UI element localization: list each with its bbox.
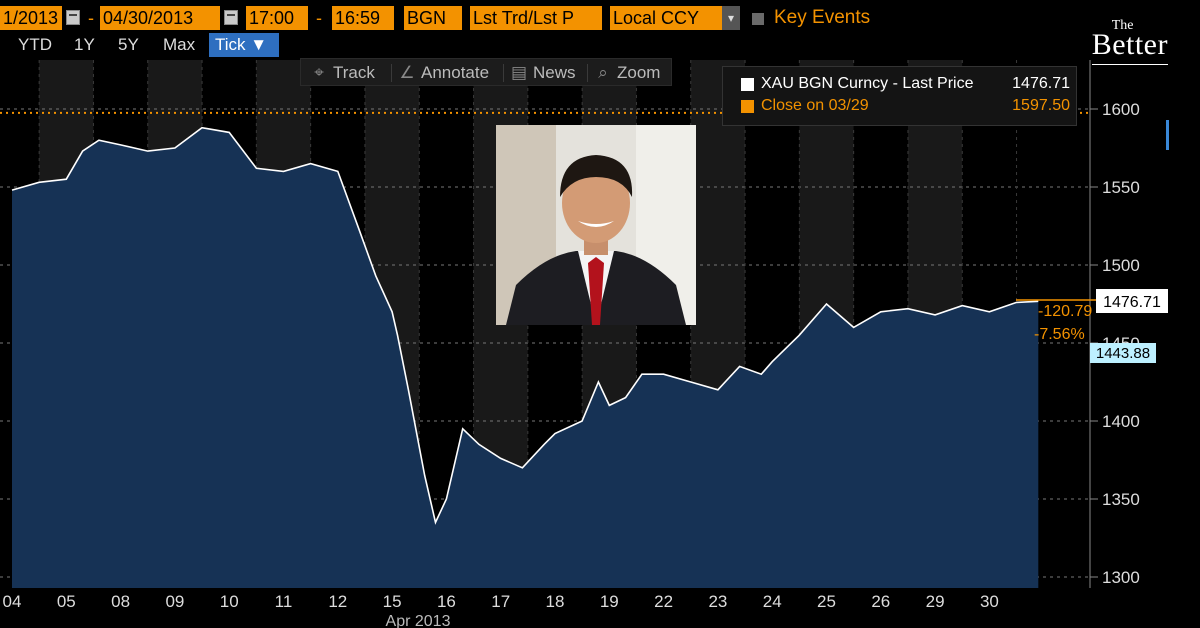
key-events-checkbox[interactable] [752, 13, 764, 25]
x-tick-label: 26 [871, 592, 890, 611]
brand-word: Better [1091, 28, 1168, 61]
start-time-field[interactable]: 17:00 [246, 6, 308, 30]
x-tick-label: 25 [817, 592, 836, 611]
range-tick-button[interactable]: Tick ▼ [209, 33, 279, 57]
last-price-tag: 1476.71 [1103, 294, 1161, 311]
x-tick-label: 16 [437, 592, 456, 611]
x-tick-label: 18 [546, 592, 565, 611]
track-label: Track [333, 63, 375, 82]
legend-swatch-series [741, 78, 754, 91]
x-tick-label: 11 [275, 592, 293, 611]
annotate-label: Annotate [421, 63, 490, 82]
price-area [12, 127, 1039, 588]
news-button[interactable]: ▤ News [511, 59, 576, 87]
calendar-icon[interactable] [224, 10, 238, 25]
y-tick-label: 1400 [1102, 412, 1140, 431]
annotate-button[interactable]: ∠ Annotate [399, 59, 489, 87]
currency-select[interactable]: Local CCY [610, 6, 722, 30]
calendar-icon[interactable] [66, 10, 80, 25]
key-events-label: Key Events [774, 7, 871, 28]
y-tick-label: 1500 [1102, 256, 1140, 275]
price-line [11, 126, 1039, 525]
legend-close-value: 1597.50 [1012, 97, 1070, 114]
y-tick-label: 1550 [1102, 178, 1140, 197]
y-tick-label: 1350 [1102, 490, 1140, 509]
source-field[interactable]: BGN [404, 6, 462, 30]
chevron-down-icon[interactable]: ▾ [722, 6, 740, 30]
low-price-tag-bg [1090, 343, 1156, 363]
last-price-tag-bg [1096, 289, 1168, 313]
x-tick-label: 24 [763, 592, 782, 611]
y-tick-label: 1600 [1102, 100, 1140, 119]
range-ytd-button[interactable]: YTD [18, 35, 52, 54]
x-tick-label: 29 [926, 592, 945, 611]
x-tick-label: 17 [491, 592, 510, 611]
x-tick-label: 15 [383, 592, 402, 611]
y-tick-label: 1300 [1102, 568, 1140, 587]
legend-series-value: 1476.71 [1012, 75, 1070, 92]
track-icon: ⌖ [314, 63, 324, 82]
legend-close-label: Close on 03/29 [761, 97, 869, 114]
annotate-icon: ∠ [399, 63, 415, 82]
x-tick-label: 05 [57, 592, 76, 611]
zoom-label: Zoom [617, 63, 661, 82]
x-tick-label: 08 [111, 592, 130, 611]
portrait-photo [496, 125, 696, 325]
range-5y-button[interactable]: 5Y [118, 35, 139, 54]
legend-swatch-close [741, 100, 754, 113]
brand-the: The [1111, 18, 1134, 33]
x-tick-label: 30 [980, 592, 999, 611]
price-mode-field[interactable]: Lst Trd/Lst P [470, 6, 602, 30]
low-price-tag: 1443.88 [1096, 345, 1150, 362]
time-range-dash: - [316, 8, 322, 28]
x-tick-label: 04 [3, 592, 22, 611]
x-axis-ticks: 04 05 08 09 10 11 12 15 16 17 18 19 22 23 24 25 26 29 30 [3, 592, 999, 611]
x-tick-label: 22 [654, 592, 673, 611]
x-tick-label: 09 [165, 592, 184, 611]
x-tick-label: 19 [600, 592, 619, 611]
price-change: -120.79 [1038, 303, 1092, 320]
end-time-field[interactable]: 16:59 [332, 6, 394, 30]
x-tick-label: 23 [708, 592, 727, 611]
x-axis-label: Apr 2013 [386, 613, 451, 628]
date-range-dash: - [88, 8, 94, 28]
x-tick-label: 12 [328, 592, 347, 611]
zoom-button[interactable]: ⌕ Zoom [595, 59, 660, 87]
news-label: News [533, 63, 576, 82]
range-1y-button[interactable]: 1Y [74, 35, 95, 54]
brand-logo: The Better [1091, 18, 1168, 65]
zoom-icon: ⌕ [598, 63, 608, 82]
end-date-field[interactable]: 04/30/2013 [100, 6, 220, 30]
x-tick-label: 10 [220, 592, 239, 611]
price-change-pct: -7.56% [1034, 326, 1085, 343]
news-icon: ▤ [511, 63, 528, 82]
start-date-field[interactable]: 1/2013 [0, 6, 62, 30]
legend-series-label: XAU BGN Curncy - Last Price [761, 75, 974, 92]
scroll-marker [1166, 120, 1169, 150]
range-max-button[interactable]: Max [163, 35, 196, 54]
chart-tools-bar: ⌖ Track ∠ Annotate ▤ News ⌕ Zoom [300, 58, 672, 86]
date-toolbar: 1/2013 - 04/30/2013 17:00 - 16:59 BGN Ls… [0, 6, 1200, 32]
track-button[interactable]: ⌖ Track [311, 59, 375, 87]
chart-legend: XAU BGN Curncy - Last Price 1476.71 Clos… [722, 66, 1077, 126]
